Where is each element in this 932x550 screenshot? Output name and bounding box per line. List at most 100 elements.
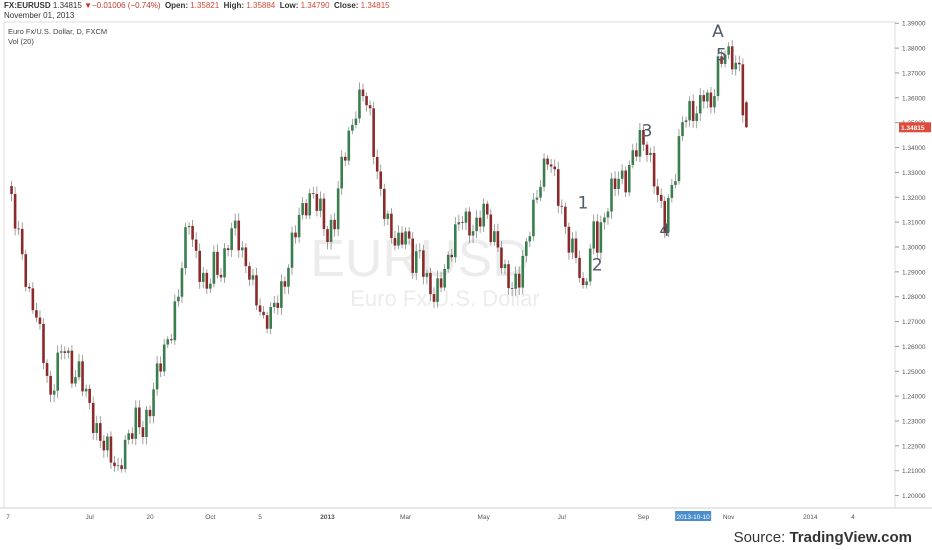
candle-down [88, 388, 91, 403]
candle-down [113, 462, 116, 467]
candle-down [159, 363, 162, 372]
candle-down [361, 89, 365, 97]
candle-down [485, 203, 489, 215]
candle-down [91, 402, 95, 433]
candle-up [649, 152, 652, 156]
candle-up [503, 264, 507, 269]
candle-down [702, 95, 706, 102]
candle-down [42, 323, 45, 363]
candle-up [670, 184, 674, 198]
candle-up [230, 228, 233, 251]
candle-down [663, 200, 667, 232]
x-tick-label: Jul [85, 514, 94, 521]
candle-up [698, 95, 702, 114]
candle-up [627, 164, 631, 193]
indicator-name[interactable]: Vol (20) [8, 37, 34, 46]
candle-down [468, 211, 471, 236]
y-tick-label: 1.29000 [902, 269, 926, 276]
date-highlight [675, 511, 712, 521]
y-tick-label: 1.33000 [902, 170, 926, 177]
candle-up [493, 231, 496, 243]
candle-up [212, 251, 216, 284]
candle-down [411, 238, 414, 273]
x-tick-label: 2013 [320, 514, 335, 521]
candle-down [81, 361, 84, 392]
candle-down [500, 247, 503, 269]
price-label-text: 1.34815 [901, 125, 925, 132]
candle-up [59, 351, 63, 353]
source-credit: Source: TradingView.com [734, 529, 912, 546]
candle-up [695, 113, 698, 121]
candle-up [542, 158, 546, 187]
candle-up [116, 465, 120, 467]
candle-up [251, 275, 255, 280]
candle-up [329, 219, 333, 243]
y-tick-label: 1.24000 [902, 394, 926, 401]
candle-down [10, 186, 13, 195]
candle-up [482, 203, 485, 227]
candle-down [439, 278, 443, 288]
candle-down [45, 362, 49, 376]
candle-up [454, 224, 457, 258]
candle-up [592, 221, 596, 249]
candle-up [713, 96, 716, 108]
candle-up [145, 409, 148, 437]
candle-down [24, 254, 28, 287]
x-tick-label: 7 [6, 514, 10, 521]
candle-down [730, 46, 734, 70]
candle-up [166, 339, 170, 345]
ohlc-line: FX:EURUSD 1.34815 ▼−0.01006 (−0.74%) Ope… [4, 1, 390, 11]
wave-label-5: 5 [716, 46, 727, 66]
series-name[interactable]: Euro Fx/U.S. Dollar, D, FXCM [8, 27, 108, 36]
candle-up [620, 170, 624, 179]
candle-up [631, 150, 635, 165]
source-brand[interactable]: TradingView.com [789, 529, 912, 546]
candle-up [358, 89, 361, 119]
candle-down [489, 214, 493, 243]
candle-up [514, 273, 517, 289]
candle-up [585, 281, 588, 286]
candle-down [258, 305, 262, 312]
last-price: 1.34815 [52, 1, 82, 10]
price-axis: 1.390001.380001.370001.360001.350001.340… [895, 21, 926, 500]
candle-down [624, 170, 627, 193]
candle-up [610, 178, 613, 212]
candle-down [99, 423, 102, 441]
candle-up [272, 302, 276, 308]
candle-down [216, 251, 219, 275]
candle-down [262, 311, 265, 316]
candle-down [63, 351, 67, 353]
candle-down [581, 277, 585, 286]
low-label: Low: [279, 1, 299, 10]
candle-down [745, 102, 748, 128]
candle-down [333, 219, 336, 230]
candle-up [354, 118, 358, 125]
high-label: High: [223, 1, 245, 10]
candle-down [194, 239, 198, 251]
candles [10, 40, 748, 473]
candle-down [393, 237, 397, 246]
candle-down [478, 217, 482, 227]
candle-down [191, 225, 194, 240]
current-price-marker: 1.34815 [899, 122, 931, 133]
candle-down [226, 248, 230, 251]
y-tick-label: 1.20000 [902, 493, 926, 500]
candle-down [400, 232, 404, 245]
candle-up [209, 283, 212, 289]
y-tick-label: 1.23000 [902, 418, 926, 425]
candle-up [67, 350, 70, 353]
candle-down [422, 250, 425, 277]
price-label-box [899, 122, 931, 133]
candle-up [223, 248, 226, 278]
candle-up [106, 436, 109, 451]
down-arrow-icon: ▼ [84, 1, 92, 10]
x-tick-label: 5 [258, 514, 262, 521]
candle-up [446, 254, 450, 269]
candle-up [84, 388, 88, 392]
candle-up [684, 120, 688, 123]
x-tick-label: Sep [638, 514, 650, 521]
candle-down [613, 178, 617, 189]
candle-up [134, 407, 138, 439]
close-value: 1.34815 [360, 1, 390, 10]
